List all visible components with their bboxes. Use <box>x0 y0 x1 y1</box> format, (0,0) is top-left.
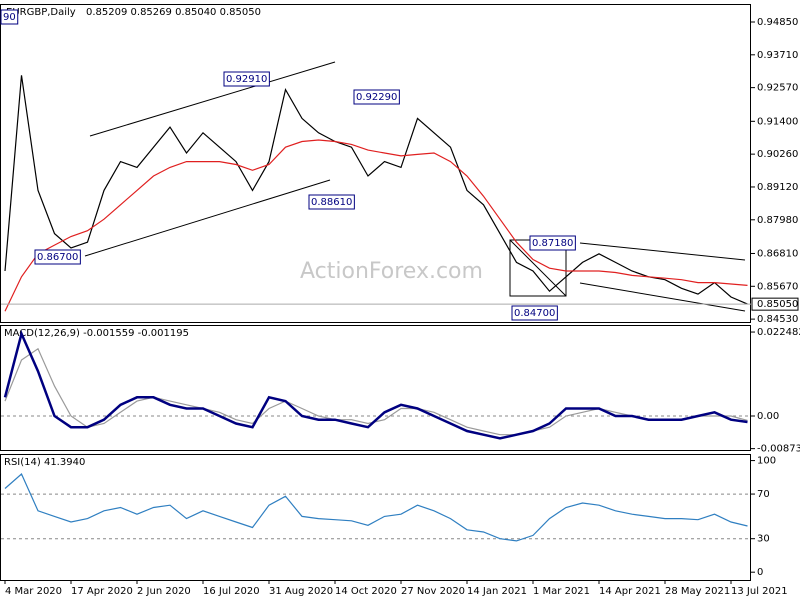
series-line <box>4 473 748 542</box>
price-annotation: 0.92910 <box>226 74 267 85</box>
series-line <box>4 139 748 312</box>
y-tick-label: 0.89120 <box>757 182 798 193</box>
series-line <box>4 75 748 305</box>
y-tick-label: 0.022482 <box>757 327 800 338</box>
x-tick-label: 27 Nov 2020 <box>401 586 465 597</box>
channel-lower <box>84 179 331 257</box>
chart-title: EURGBP,Daily <box>6 7 76 18</box>
y-tick-label: 0.92570 <box>757 83 798 94</box>
series-line <box>4 347 748 436</box>
x-tick-label: 14 Oct 2020 <box>335 586 397 597</box>
x-tick-label: 14 Apr 2021 <box>599 586 661 597</box>
x-tick-label: 2 Jun 2020 <box>137 586 191 597</box>
channel-upper <box>579 242 746 261</box>
macd-panel <box>0 325 751 451</box>
x-tick-label: 28 May 2021 <box>665 586 730 597</box>
x-tick-label: 31 Aug 2020 <box>269 586 333 597</box>
price-annotation: 0.87180 <box>532 238 573 249</box>
rsi-title: RSI(14) 41.3940 <box>4 457 85 468</box>
channel-upper <box>89 61 336 137</box>
annotation-box <box>511 305 558 321</box>
x-tick-label: 14 Jan 2021 <box>467 586 527 597</box>
price-annotation: 90 <box>3 12 16 23</box>
y-tick-label: 0.87980 <box>757 215 798 226</box>
range-diagonal <box>509 239 567 297</box>
annotation-box <box>308 194 355 210</box>
y-tick-label: 30 <box>757 534 770 545</box>
y-tick-label: 0.90260 <box>757 149 798 160</box>
y-tick-label: 0.00 <box>757 411 779 422</box>
y-tick-label: 0.94850 <box>757 17 798 28</box>
series-line <box>3 330 748 440</box>
price-annotation: 0.92290 <box>356 92 397 103</box>
last-price-box <box>751 297 799 311</box>
y-tick-label: 70 <box>757 489 770 500</box>
price-annotation: 0.86700 <box>37 252 78 263</box>
channel-lower <box>579 282 746 312</box>
last-price-label: 0.85050 <box>757 299 798 310</box>
x-tick-label: 16 Jul 2020 <box>203 586 260 597</box>
y-tick-label: 0.84530 <box>757 314 798 325</box>
y-tick-label: 0.93710 <box>757 50 798 61</box>
trend-lines <box>84 61 746 312</box>
x-tick-label: 13 Jul 2021 <box>731 586 788 597</box>
annotation-box <box>0 9 19 25</box>
price-annotation: 0.88610 <box>311 197 352 208</box>
x-tick-label: 1 Mar 2021 <box>533 586 590 597</box>
y-tick-label: 0.86810 <box>757 248 798 259</box>
annotation-box <box>34 249 81 265</box>
y-tick-label: 100 <box>757 456 776 467</box>
y-tick-label: 0.85670 <box>757 281 798 292</box>
x-tick-label: 4 Mar 2020 <box>5 586 62 597</box>
ohlc-text: 0.85209 0.85269 0.85040 0.85050 <box>86 7 261 18</box>
watermark: ActionForex.com <box>300 259 483 284</box>
macd-title: MACD(12,26,9) -0.001559 -0.001195 <box>4 328 189 339</box>
x-tick-label: 17 Apr 2020 <box>71 586 133 597</box>
annotation-box <box>223 71 270 87</box>
annotation-box <box>353 89 400 105</box>
y-tick-label: 0 <box>757 567 763 578</box>
price-annotation: 0.84700 <box>514 308 555 319</box>
rsi-panel <box>0 454 751 581</box>
y-tick-label: 0.91400 <box>757 116 798 127</box>
y-tick-label: -0.008736 <box>757 444 800 455</box>
price-panel <box>0 4 751 323</box>
annotation-box <box>529 235 576 251</box>
